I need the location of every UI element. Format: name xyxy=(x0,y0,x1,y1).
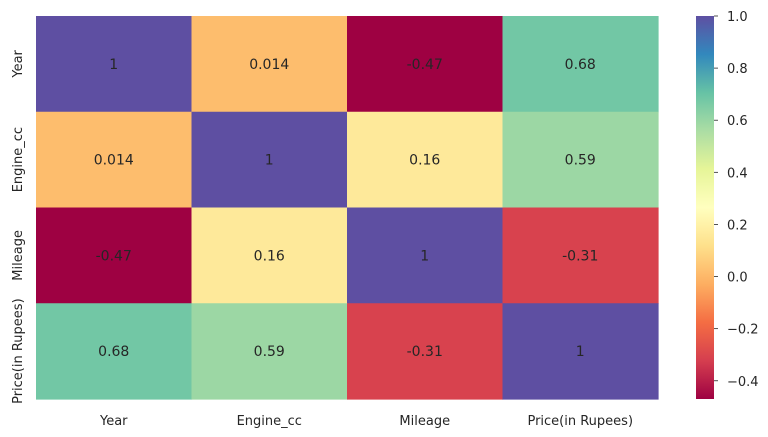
cell-value-label: 0.68 xyxy=(565,57,596,73)
heatmap-cell-labels: 1 0.014 -0.47 0.68 0.014 1 0.16 0.59 -0.47 0.16 1 -… xyxy=(94,57,599,360)
heatmap-cell xyxy=(191,207,348,304)
colorbar xyxy=(696,16,714,399)
heatmap-cell xyxy=(502,16,659,113)
cell-value-label: 0.014 xyxy=(94,153,134,169)
heatmap-cell xyxy=(36,111,193,209)
heatmap-cell xyxy=(347,16,504,113)
colorbar-tick-label: 0.2 xyxy=(727,218,748,233)
colorbar-tick-label: 0.0 xyxy=(727,271,748,286)
heatmap-cell xyxy=(502,207,659,304)
y-tick-label: Engine_cc xyxy=(11,127,26,192)
cell-value-label: -0.47 xyxy=(407,57,443,73)
x-axis-tick-labels: Year Engine_cc Mileage Price(in Rupees) xyxy=(99,414,633,429)
heatmap-cell xyxy=(191,303,348,400)
colorbar-tick-label: −0.2 xyxy=(727,323,759,338)
cell-value-label: 0.59 xyxy=(565,153,596,169)
colorbar-tick-labels: 1.0 0.8 0.6 0.4 0.2 0.0 −0.2 −0.4 xyxy=(714,10,759,390)
heatmap-cell xyxy=(502,303,659,400)
heatmap-cell xyxy=(36,16,193,113)
cell-value-label: 1 xyxy=(109,57,118,73)
x-tick-label: Mileage xyxy=(399,414,450,429)
colorbar-tick-label: 0.6 xyxy=(727,114,748,129)
heatmap-cell xyxy=(347,207,504,304)
x-tick-label: Engine_cc xyxy=(237,414,302,429)
cell-value-label: 0.16 xyxy=(409,153,440,169)
heatmap-cell xyxy=(36,303,193,400)
y-tick-label: Year xyxy=(11,49,26,78)
y-tick-label: Mileage xyxy=(11,230,26,281)
colorbar-tick-label: 0.8 xyxy=(727,62,748,77)
heatmap-cells xyxy=(36,16,659,400)
cell-value-label: 1 xyxy=(576,344,585,360)
heatmap-cell xyxy=(347,303,504,400)
heatmap-cell xyxy=(36,207,193,304)
cell-value-label: 0.014 xyxy=(249,57,289,73)
cell-value-label: 0.16 xyxy=(254,248,285,264)
cell-value-label: -0.31 xyxy=(562,248,598,264)
cell-value-label: 0.59 xyxy=(254,344,285,360)
cell-value-label: 1 xyxy=(420,248,429,264)
heatmap-cell xyxy=(191,16,348,113)
colorbar-tick-label: 0.4 xyxy=(727,166,748,181)
colorbar-tick-label: 1.0 xyxy=(727,10,748,25)
cell-value-label: 0.68 xyxy=(98,344,129,360)
x-tick-label: Year xyxy=(99,414,128,429)
y-tick-label: Price(in Rupees) xyxy=(11,298,26,404)
heatmap-cell xyxy=(502,111,659,209)
y-axis-tick-labels: Year Engine_cc Mileage Price(in Rupees) xyxy=(11,49,26,403)
cell-value-label: 1 xyxy=(265,153,274,169)
heatmap-cell xyxy=(347,111,504,209)
cell-value-label: -0.31 xyxy=(407,344,443,360)
x-tick-label: Price(in Rupees) xyxy=(527,414,633,429)
colorbar-tick-label: −0.4 xyxy=(727,375,759,390)
heatmap-cell xyxy=(191,111,348,209)
cell-value-label: -0.47 xyxy=(96,248,132,264)
